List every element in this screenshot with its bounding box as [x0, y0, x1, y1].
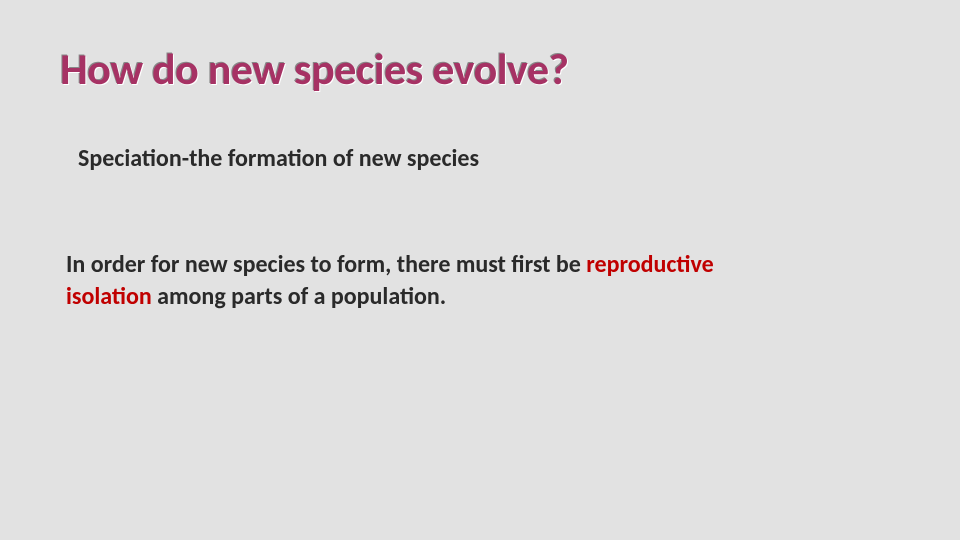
- definition-separator: -: [182, 144, 189, 173]
- body-paragraph: In order for new species to form, there …: [60, 249, 900, 314]
- definition-body: the formation of new species: [189, 144, 479, 173]
- body-part-2: among parts of a population.: [152, 282, 446, 311]
- definition-term: Speciation: [78, 144, 182, 173]
- highlight-isolation: isolation: [66, 282, 152, 311]
- body-part-1: In order for new species to form, there …: [66, 250, 581, 279]
- definition-line: Speciation-the formation of new species: [60, 144, 900, 173]
- slide-title: How do new species evolve?: [60, 42, 900, 96]
- highlight-reproductive: reproductive: [586, 250, 713, 279]
